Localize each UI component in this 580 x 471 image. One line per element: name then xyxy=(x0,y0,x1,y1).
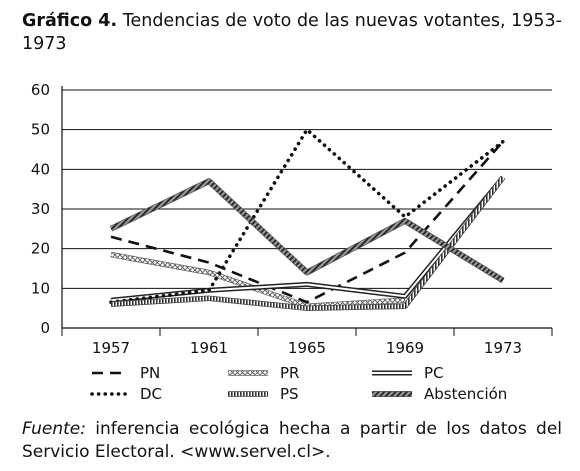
chart-axes xyxy=(61,86,553,336)
legend-label-pc: PC xyxy=(424,364,444,382)
y-tick-40: 40 xyxy=(31,160,50,178)
legend-item-abstención: Abstención xyxy=(372,385,507,403)
x-tick-1973: 1973 xyxy=(484,339,522,357)
chart-title: Gráfico 4. Tendencias de voto de las nue… xyxy=(22,10,562,56)
series-line-pr xyxy=(110,251,406,309)
y-tick-20: 20 xyxy=(31,240,50,258)
chart-series xyxy=(109,127,506,311)
source-label: Fuente: xyxy=(22,419,86,439)
series-line-ps xyxy=(110,175,506,311)
legend-label-abstención: Abstención xyxy=(424,385,507,403)
x-tick-1957: 1957 xyxy=(92,339,130,357)
legend-item-ps: PS xyxy=(228,385,299,403)
x-tick-1969: 1969 xyxy=(386,339,424,357)
y-tick-50: 50 xyxy=(31,121,50,139)
legend-label-pr: PR xyxy=(280,364,299,382)
series-line-dc xyxy=(109,127,505,304)
legend-label-ps: PS xyxy=(280,385,299,403)
legend-item-pc: PC xyxy=(372,364,444,382)
legend-item-dc: DC xyxy=(90,385,162,403)
series-line-pc xyxy=(110,175,505,303)
y-tick-30: 30 xyxy=(31,200,50,218)
legend-item-pn: PN xyxy=(92,364,160,382)
series-line-pn xyxy=(110,140,504,304)
y-tick-labels: 0 10 20 30 40 50 60 xyxy=(31,81,50,337)
x-tick-1961: 1961 xyxy=(190,339,228,357)
source-text: inferencia ecológica hecha a partir de l… xyxy=(22,419,563,462)
y-tick-60: 60 xyxy=(31,81,50,99)
legend-label-pn: PN xyxy=(140,364,160,382)
y-tick-10: 10 xyxy=(31,279,50,297)
figure-title: Tendencias de voto de las nuevas votante… xyxy=(22,11,562,54)
figure-label: Gráfico 4. xyxy=(22,11,118,31)
grid-lines xyxy=(62,89,552,289)
x-tick-1965: 1965 xyxy=(288,339,326,357)
legend-item-pr: PR xyxy=(228,364,299,382)
legend-label-dc: DC xyxy=(140,385,162,403)
chart-source: Fuente: inferencia ecológica hecha a par… xyxy=(22,418,562,464)
y-tick-0: 0 xyxy=(40,319,50,337)
chart-legend: PN PR PC DC PS Abstención xyxy=(90,364,507,403)
x-tick-labels: 1957 1961 1965 1969 1973 xyxy=(92,339,522,357)
series-line-abstención xyxy=(109,178,505,283)
